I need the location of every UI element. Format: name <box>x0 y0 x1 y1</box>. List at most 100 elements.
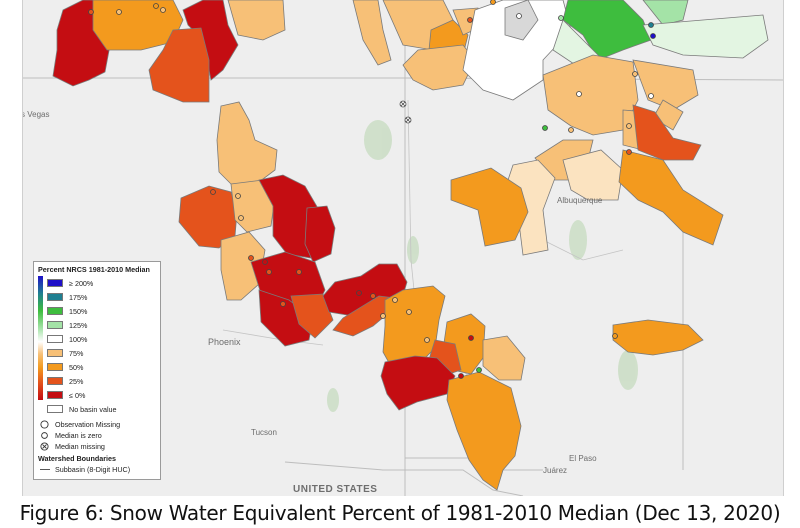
basin-polygon-white <box>462 0 572 101</box>
basin-polygon-pale-green <box>642 14 769 59</box>
basin-polygon-orange <box>618 149 724 246</box>
legend-swatch <box>47 349 63 357</box>
basin-polygon-red <box>52 0 112 87</box>
basin-polygon-orange <box>450 167 529 247</box>
legend-symbol-label: Observation Missing <box>55 420 121 429</box>
legend-swatch <box>47 377 63 385</box>
legend-class-item: 175% <box>47 290 156 304</box>
legend-class-list: ≥ 200% 175% 150% 125% 100% 75% 50% 25% ≤ 0% No ba… <box>38 276 156 416</box>
legend-classes: ≥ 200% 175% 150% 125% 100% 75% 50% 25% ≤ 0% No ba… <box>38 276 156 416</box>
legend-class-label: 25% <box>69 376 84 386</box>
legend-swatch <box>47 293 63 301</box>
legend-symbol-list: Observation Missing Median is zero Median … <box>38 419 156 452</box>
place-label-las-vegas: s Vegas <box>22 110 50 119</box>
border-us-mexico <box>284 461 524 496</box>
legend-class-label: No basin value <box>69 404 117 414</box>
site-marker <box>516 13 522 19</box>
site-marker <box>424 337 430 343</box>
legend-class-label: 125% <box>69 320 88 330</box>
site-marker <box>490 0 496 5</box>
legend-class-label: 175% <box>69 292 88 302</box>
site-marker <box>356 290 362 296</box>
site-marker <box>238 215 244 221</box>
basin-polygon-light-orange <box>216 101 278 187</box>
site-marker <box>296 269 302 275</box>
road <box>542 239 624 261</box>
basin-polygon-light-orange <box>220 231 266 301</box>
site-marker <box>248 255 254 261</box>
legend-class-label: 150% <box>69 306 88 316</box>
site-marker <box>648 93 654 99</box>
legend-boundaries-title: Watershed Boundaries <box>38 454 117 463</box>
terrain-patch <box>407 236 419 264</box>
site-marker <box>280 301 286 307</box>
site-marker <box>626 123 632 129</box>
legend-class-item: No basin value <box>47 402 156 416</box>
legend-swatch <box>47 405 63 413</box>
place-label-el-paso: El Paso <box>569 454 597 463</box>
site-marker <box>370 293 376 299</box>
legend-symbol-item: Observation Missing <box>40 419 156 430</box>
basin-polygon-dark-orange <box>632 104 702 161</box>
median-missing-markers <box>399 100 412 124</box>
basin-polygon-light-orange <box>482 335 526 381</box>
basin-polygon-gray <box>504 0 539 41</box>
legend-symbol-label: Median is zero <box>55 431 102 440</box>
subbasin-line-icon <box>40 469 50 470</box>
basin-polygon-red <box>380 355 456 411</box>
site-marker <box>458 373 464 379</box>
terrain-patch <box>618 350 638 390</box>
legend-boundary-item: Subbasin (8-Digit HUC) <box>40 464 156 475</box>
place-label-albuquerque: Albuquerque <box>557 196 603 205</box>
site-marker <box>392 297 398 303</box>
site-marker <box>568 127 574 133</box>
legend-class-item: 25% <box>47 374 156 388</box>
site-marker <box>626 149 632 155</box>
small-open-circle-icon <box>41 432 48 439</box>
site-marker <box>468 335 474 341</box>
site-marker <box>235 193 241 199</box>
legend-boundary-label: Subbasin (8-Digit HUC) <box>55 465 131 474</box>
legend-class-item: ≥ 200% <box>47 276 156 290</box>
legend-swatch <box>47 279 63 287</box>
legend-symbol-label: Median missing <box>55 442 105 451</box>
legend-swatch <box>47 321 63 329</box>
terrain-patch <box>569 220 587 260</box>
legend-class-label: 100% <box>69 334 88 344</box>
legend-swatch <box>47 335 63 343</box>
basin-polygon-dark-orange <box>148 27 210 103</box>
legend-symbol-item: Median is zero <box>40 430 156 441</box>
site-marker <box>476 367 482 373</box>
basin-polygon-dark-orange <box>290 293 334 339</box>
legend-swatch <box>47 363 63 371</box>
legend-swatch <box>47 391 63 399</box>
legend-symbol-item: Median missing <box>40 441 156 452</box>
site-marker <box>576 91 582 97</box>
legend-color-ramp <box>38 276 43 400</box>
legend-class-item: 100% <box>47 332 156 346</box>
place-label-juarez: Juárez <box>543 466 568 475</box>
place-label-tucson: Tucson <box>251 428 277 437</box>
basin-polygon-pale <box>562 149 624 201</box>
basin-polygon-red <box>258 289 314 347</box>
site-marker <box>262 259 268 265</box>
terrain-patch <box>364 120 392 160</box>
site-marker <box>467 17 473 23</box>
median-missing-icon-x <box>405 117 411 123</box>
figure-caption: Figure 6: Snow Water Equivalent Percent … <box>19 501 781 525</box>
terrain-patches <box>327 120 638 412</box>
basin-polygon-light-orange <box>227 0 286 41</box>
basin-polygon-light-green <box>642 0 689 26</box>
site-marker <box>612 333 618 339</box>
legend-class-label: 75% <box>69 348 84 358</box>
site-marker <box>160 7 166 13</box>
site-marker <box>88 9 94 15</box>
snotel-sites <box>88 0 656 379</box>
site-marker <box>406 309 412 315</box>
site-marker <box>632 71 638 77</box>
legend-class-item: 150% <box>47 304 156 318</box>
basin-polygon-light-orange <box>402 44 476 91</box>
site-marker <box>210 189 216 195</box>
basin-polygon-red <box>304 205 336 263</box>
site-marker <box>116 9 122 15</box>
